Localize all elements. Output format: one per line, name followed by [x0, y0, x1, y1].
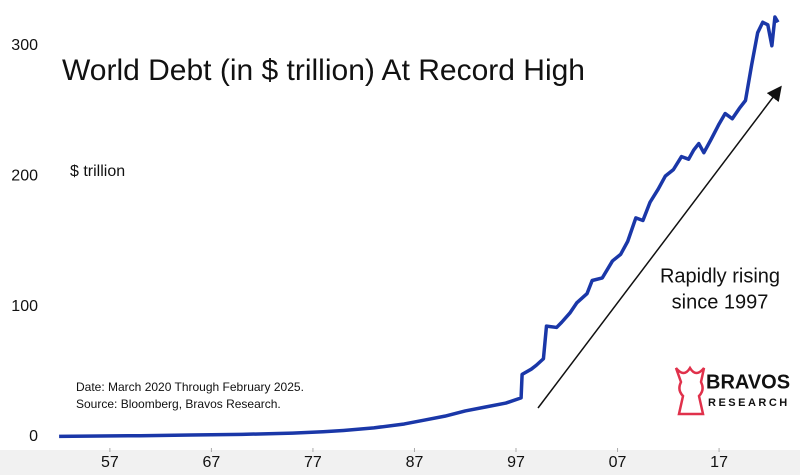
- logo-name: BRAVOS: [706, 371, 790, 393]
- logo: BRAVOS RESEARCH: [674, 365, 790, 416]
- x-tick-label: 07: [609, 454, 627, 471]
- x-tick-label: 57: [101, 454, 119, 471]
- y-tick-label: 0: [29, 428, 38, 445]
- y-tick-label: 200: [11, 167, 38, 184]
- chart-title: World Debt (in $ trillion) At Record Hig…: [62, 54, 585, 87]
- y-axis-label: $ trillion: [70, 163, 125, 180]
- x-axis-band: [0, 450, 800, 475]
- x-tick-label: 17: [710, 454, 728, 471]
- x-tick-label: 67: [203, 454, 221, 471]
- x-tick-label: 77: [304, 454, 322, 471]
- logo-subtitle: RESEARCH: [708, 397, 790, 409]
- x-tick-label: 87: [406, 454, 424, 471]
- y-tick-label: 100: [11, 298, 38, 315]
- note: Date: March 2020 Through February 2025.: [76, 380, 304, 394]
- y-tick-label: 300: [11, 37, 38, 54]
- logo-icon: [674, 365, 706, 416]
- annotation: since 1997: [672, 291, 769, 313]
- trend-arrow: [537, 85, 782, 409]
- note: Source: Bloomberg, Bravos Research.: [76, 397, 281, 411]
- x-tick-label: 97: [507, 454, 525, 471]
- data-line: [59, 15, 780, 439]
- annotation: Rapidly rising: [660, 265, 780, 287]
